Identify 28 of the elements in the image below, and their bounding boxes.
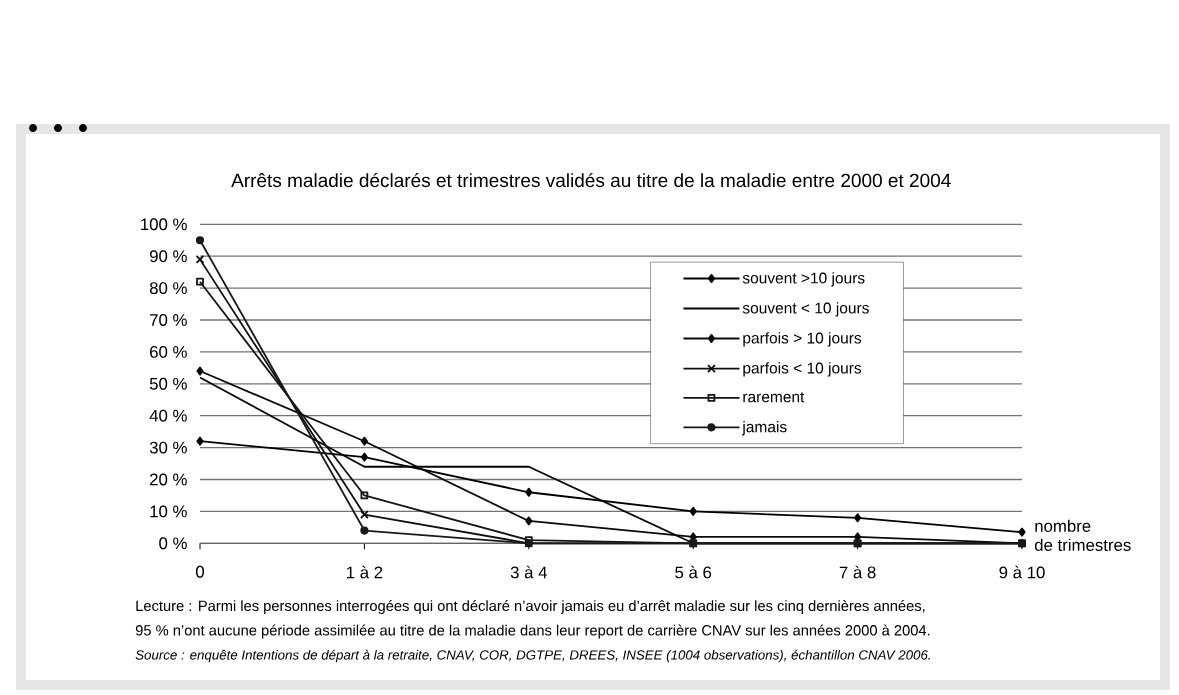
legend-label: parfois < 10 jours — [743, 362, 862, 377]
x-axis-title: nombre de trimestres — [1034, 519, 1131, 551]
text: Lecture : Parmi les personnes interrogées qui ont déclaré n’avoir jamais eu d’arrêt maladie sur les cinq dernières années, — [136, 600, 925, 614]
y-tick-label: 0 % — [159, 537, 187, 550]
legend-label: souvent < 10 jours — [742, 302, 869, 317]
y-tick-label: 10 % — [150, 505, 187, 518]
x-tick-label: 1 à 2 — [347, 565, 383, 579]
x-tick-label: 9 à 10 — [999, 565, 1045, 579]
y-tick-label: 20 % — [150, 473, 187, 486]
y-tick-label: 60 % — [150, 345, 187, 358]
y-tick-label: 50 % — [149, 377, 187, 390]
legend-label: rarement — [743, 392, 805, 403]
y-tick-label: 100 % — [141, 218, 187, 231]
y-tick-label: 90 % — [149, 250, 187, 263]
x-tick-label: 0 — [195, 565, 205, 578]
x-tick-label: 3 à 4 — [510, 565, 547, 579]
y-tick-label: 30 % — [149, 441, 187, 454]
x-tick-label: 5 à 6 — [675, 565, 712, 579]
text: 95 % n’ont aucune période assimilée au titre de la maladie dans leur report de carrière CNAV sur les années 2000 à 2004. — [135, 624, 930, 639]
legend-label: parfois > 10 jours — [743, 332, 862, 347]
chart-title: Arrêts maladie déclarés et trimestres validés au titre de la maladie entre 2000 et 2004 — [231, 172, 951, 188]
x-tick-label: 7 à 8 — [839, 565, 876, 579]
y-tick-label: 80 % — [149, 282, 187, 295]
legend-label: souvent >10 jours — [742, 272, 865, 287]
y-tick-label: 40 % — [149, 409, 187, 422]
legend-label: jamais — [741, 420, 787, 436]
source-note: Source : enquête Intentions de départ à la retraite, CNAV, COR, DGTPE, DREES, INSEE (1004 observations), échantillon CNAV 2006. — [135, 649, 930, 663]
y-tick-label: 70 % — [150, 314, 187, 326]
